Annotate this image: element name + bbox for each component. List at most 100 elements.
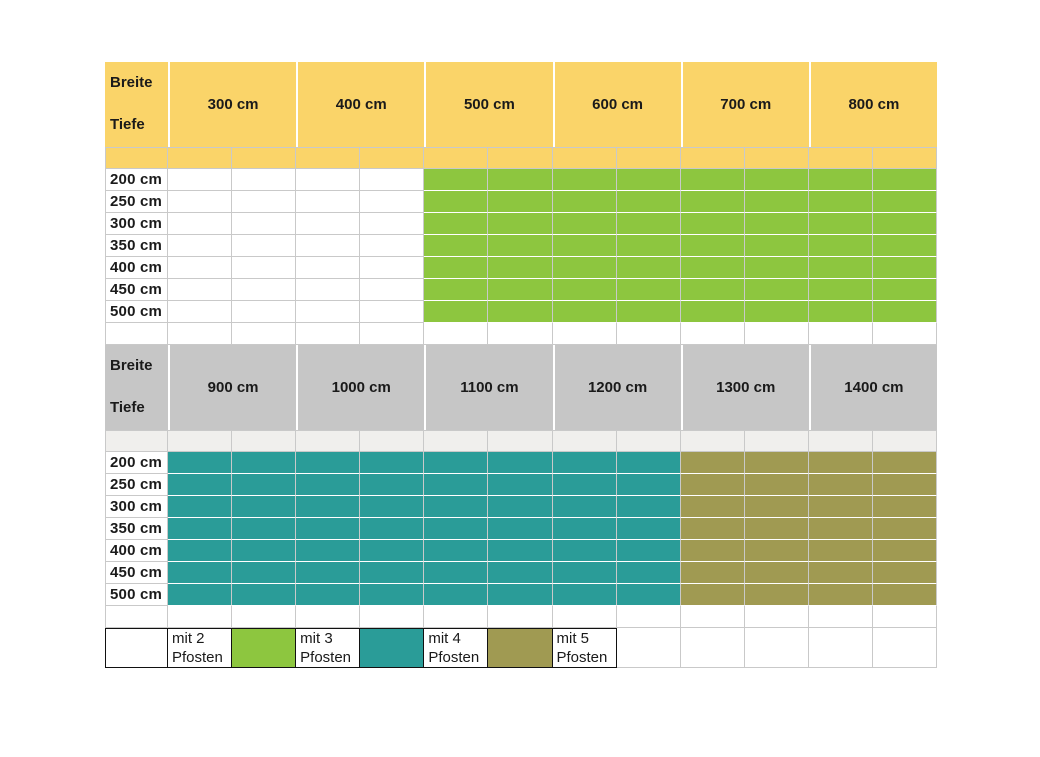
matrix-cell bbox=[744, 540, 809, 562]
matrix-cell bbox=[552, 474, 617, 496]
matrix-cell bbox=[168, 518, 233, 540]
data-row: 350 cm bbox=[105, 518, 937, 540]
matrix-cell bbox=[296, 279, 361, 301]
matrix-cell bbox=[296, 496, 361, 518]
matrix-cell bbox=[168, 279, 233, 301]
subheader-cell bbox=[105, 147, 168, 169]
matrix-cell bbox=[872, 235, 937, 257]
matrix-cell bbox=[360, 213, 425, 235]
legend-label: mit 3 Pfosten bbox=[296, 628, 361, 668]
data-row: 250 cm bbox=[105, 191, 937, 213]
matrix-cell bbox=[552, 496, 617, 518]
matrix-cell bbox=[296, 474, 361, 496]
subheader-cell bbox=[872, 147, 937, 169]
matrix-cell bbox=[488, 301, 553, 323]
subheader-cell bbox=[168, 430, 233, 452]
matrix-cell bbox=[872, 191, 937, 213]
data-row: 450 cm bbox=[105, 279, 937, 301]
matrix-cell bbox=[680, 584, 745, 606]
matrix-cell bbox=[744, 452, 809, 474]
subheader-cell bbox=[680, 147, 745, 169]
subheader-cell bbox=[168, 147, 233, 169]
matrix-cell bbox=[168, 496, 233, 518]
matrix-cell bbox=[680, 191, 745, 213]
matrix-cell bbox=[808, 191, 873, 213]
data-row: 250 cm bbox=[105, 474, 937, 496]
spacer-cell bbox=[360, 323, 425, 345]
matrix-cell bbox=[744, 562, 809, 584]
matrix-cell bbox=[552, 540, 617, 562]
matrix-cell bbox=[360, 301, 425, 323]
matrix-cell bbox=[296, 584, 361, 606]
matrix-cell bbox=[680, 213, 745, 235]
matrix-cell bbox=[232, 169, 297, 191]
matrix-cell bbox=[808, 474, 873, 496]
legend-label: mit 2 Pfosten bbox=[168, 628, 233, 668]
matrix-cell bbox=[808, 279, 873, 301]
matrix-cell bbox=[424, 301, 489, 323]
matrix-cell bbox=[552, 301, 617, 323]
matrix-cell bbox=[296, 301, 361, 323]
row-label: 350 cm bbox=[105, 518, 168, 540]
data-row: 300 cm bbox=[105, 213, 937, 235]
matrix-cell bbox=[872, 257, 937, 279]
matrix-cell bbox=[488, 169, 553, 191]
spacer-cell bbox=[424, 606, 489, 628]
matrix-cell bbox=[360, 584, 425, 606]
matrix-cell bbox=[296, 169, 361, 191]
matrix-cell bbox=[680, 279, 745, 301]
spacer-cell bbox=[552, 606, 617, 628]
subheader-cell bbox=[616, 147, 681, 169]
matrix-cell bbox=[616, 257, 681, 279]
matrix-cell bbox=[296, 562, 361, 584]
matrix-cell bbox=[424, 191, 489, 213]
subheader-cell bbox=[488, 430, 553, 452]
matrix-cell bbox=[488, 562, 553, 584]
matrix-cell bbox=[616, 584, 681, 606]
subheader-cell bbox=[296, 147, 361, 169]
column-header: 500 cm bbox=[424, 62, 553, 147]
matrix-cell bbox=[680, 169, 745, 191]
row-label: 300 cm bbox=[105, 213, 168, 235]
matrix-cell bbox=[168, 257, 233, 279]
matrix-cell bbox=[552, 191, 617, 213]
matrix-cell bbox=[232, 235, 297, 257]
matrix-cell bbox=[232, 452, 297, 474]
legend: mit 2 Pfosten mit 3 Pfosten mit 4 Pfosten m… bbox=[105, 628, 937, 668]
column-header: 1200 cm bbox=[552, 345, 681, 430]
matrix-cell bbox=[488, 452, 553, 474]
spacer-cell bbox=[488, 606, 553, 628]
matrix-cell bbox=[616, 540, 681, 562]
row-label: 450 cm bbox=[105, 562, 168, 584]
subheader-cell bbox=[680, 430, 745, 452]
matrix-cell bbox=[744, 213, 809, 235]
matrix-cell bbox=[424, 474, 489, 496]
matrix-cell bbox=[552, 257, 617, 279]
row-label: 250 cm bbox=[105, 474, 168, 496]
matrix-cell bbox=[744, 257, 809, 279]
row-label: 300 cm bbox=[105, 496, 168, 518]
corner-label-tiefe: Tiefe bbox=[110, 116, 145, 133]
matrix-cell bbox=[488, 540, 553, 562]
matrix-cell bbox=[360, 474, 425, 496]
matrix-cell bbox=[872, 518, 937, 540]
matrix-cell bbox=[616, 562, 681, 584]
spacer-row bbox=[105, 606, 937, 628]
legend-swatch-olive bbox=[488, 628, 553, 668]
spacer-cell bbox=[808, 606, 873, 628]
matrix-cell bbox=[360, 452, 425, 474]
spacer-cell bbox=[232, 323, 297, 345]
matrix-cell bbox=[232, 474, 297, 496]
legend-swatch-teal bbox=[360, 628, 425, 668]
corner-label-breite: Breite bbox=[110, 357, 153, 374]
subheader-cell bbox=[232, 147, 297, 169]
column-header: 1300 cm bbox=[680, 345, 809, 430]
matrix-cell bbox=[424, 257, 489, 279]
matrix-cell bbox=[552, 452, 617, 474]
matrix-cell bbox=[744, 279, 809, 301]
table-header-row: Breite Tiefe 900 cm 1000 cm 1100 cm 1200 cm 13… bbox=[105, 345, 937, 430]
matrix-cell bbox=[616, 213, 681, 235]
spacer-cell bbox=[424, 323, 489, 345]
subheader-cell bbox=[552, 430, 617, 452]
matrix-cell bbox=[744, 496, 809, 518]
